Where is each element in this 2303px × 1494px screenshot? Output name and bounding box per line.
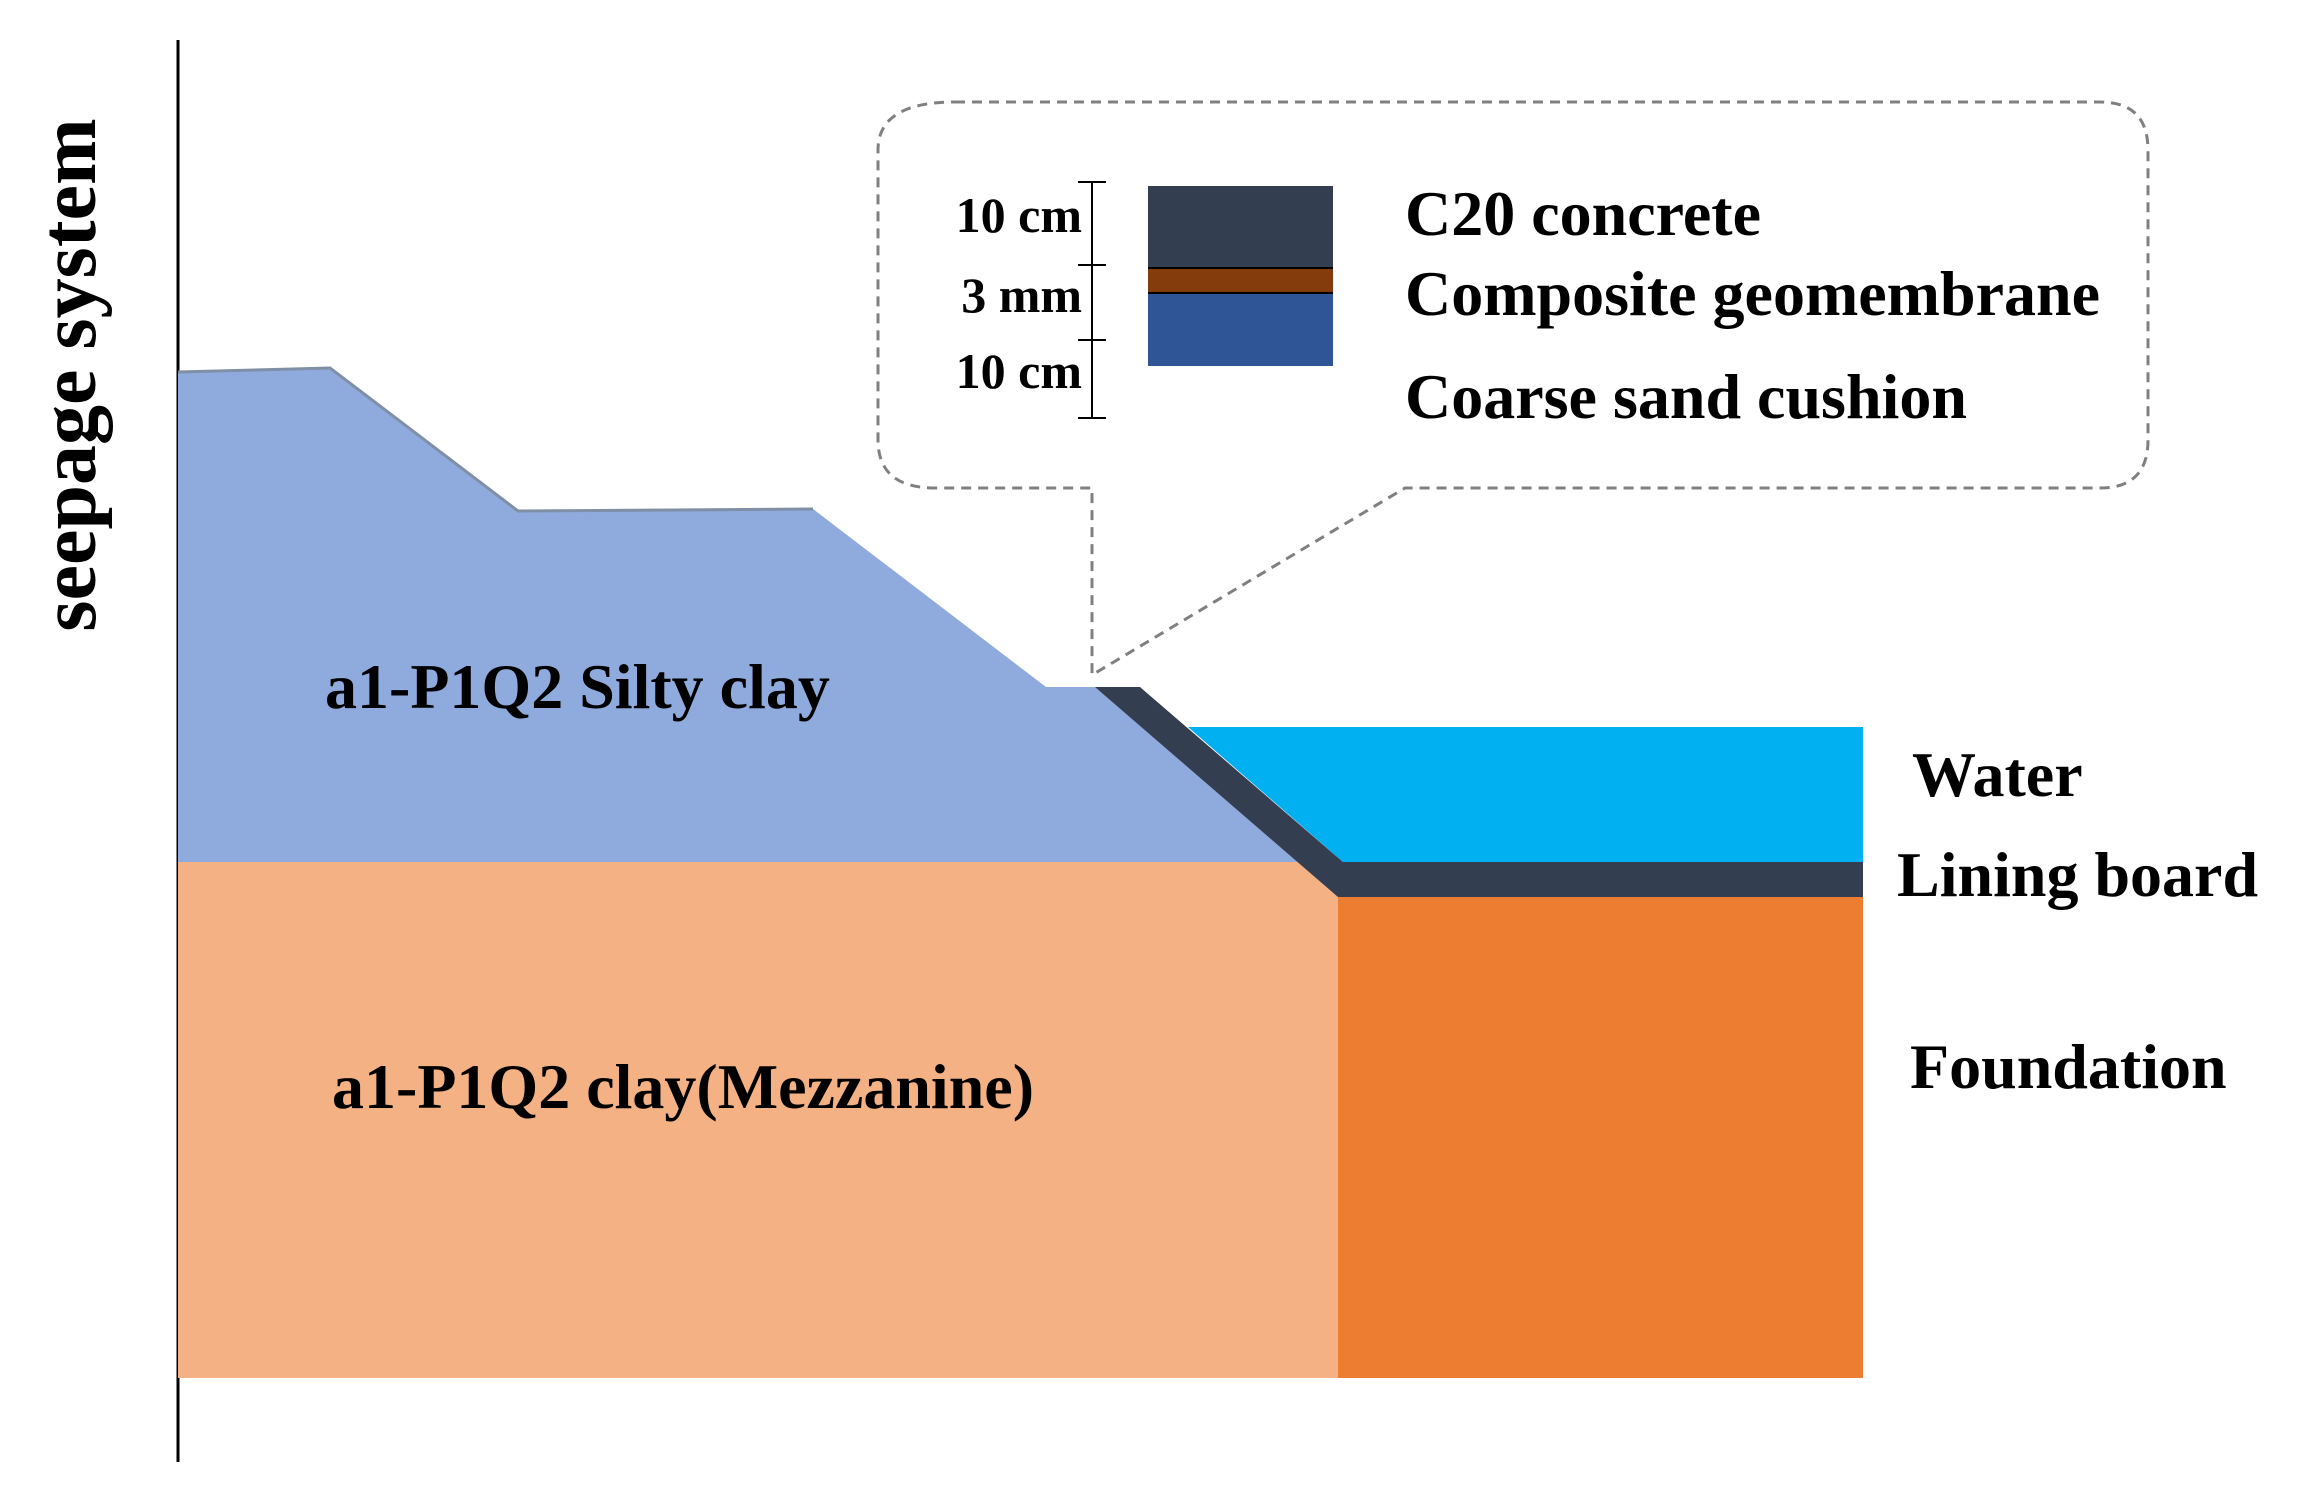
lining-board-label: Lining board	[1897, 839, 2258, 910]
geomembrane-swatch	[1148, 268, 1333, 293]
dimension-bracket	[1078, 181, 1106, 419]
geomembrane-label: Composite geomembrane	[1405, 258, 2100, 329]
foundation-label: Foundation	[1910, 1031, 2227, 1102]
thickness-geomembrane-label: 3 mm	[961, 267, 1082, 323]
clay-label: a1-P1Q2 clay(Mezzanine)	[332, 1051, 1034, 1122]
thickness-sand-label: 10 cm	[956, 343, 1082, 399]
c20-concrete-label: C20 concrete	[1405, 178, 1761, 249]
side-label: seepage system	[25, 118, 113, 631]
clay-layer	[178, 862, 1338, 1378]
foundation-block	[1338, 895, 1863, 1378]
silty-clay-outline	[177, 366, 814, 513]
c20-concrete-swatch	[1148, 186, 1333, 268]
lining-board	[1095, 687, 1863, 897]
silty-clay-label: a1-P1Q2 Silty clay	[325, 651, 830, 722]
water-label: Water	[1912, 739, 2083, 810]
sand-cushion-swatch	[1148, 293, 1333, 366]
thickness-concrete-label: 10 cm	[956, 187, 1082, 243]
silty-clay-layer	[178, 368, 1318, 862]
water-body	[1188, 727, 1863, 862]
sand-cushion-label: Coarse sand cushion	[1405, 361, 1967, 432]
